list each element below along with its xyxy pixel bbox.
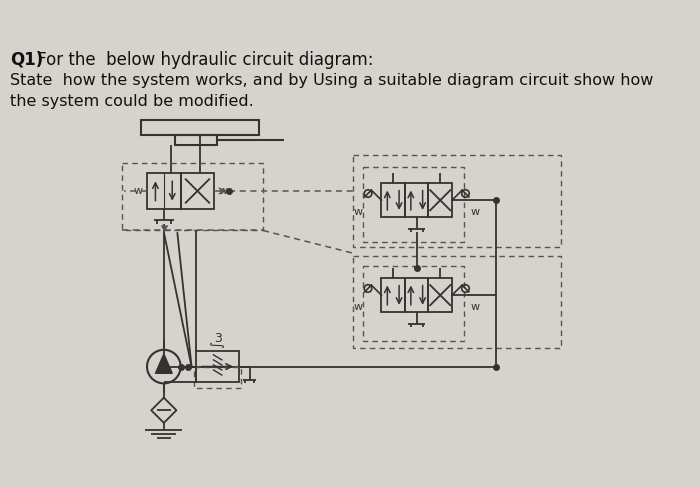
Text: w: w bbox=[354, 207, 363, 217]
Bar bbox=[196, 352, 239, 382]
Text: For the  below hydraulic circuit diagram:: For the below hydraulic circuit diagram: bbox=[32, 51, 373, 69]
Bar bbox=[141, 120, 259, 135]
Bar bbox=[147, 173, 181, 208]
Text: State  how the system works, and by Using a suitable diagram circuit show how
th: State how the system works, and by Using… bbox=[10, 73, 654, 109]
Bar bbox=[353, 155, 561, 247]
Text: w: w bbox=[471, 302, 480, 312]
Text: w: w bbox=[471, 207, 480, 217]
Bar bbox=[181, 173, 214, 208]
Bar bbox=[405, 184, 428, 217]
Text: 3: 3 bbox=[214, 332, 221, 345]
Text: w: w bbox=[354, 302, 363, 312]
Bar bbox=[363, 167, 464, 242]
Text: ∫: ∫ bbox=[211, 341, 225, 348]
Bar bbox=[405, 279, 428, 312]
Bar bbox=[428, 184, 452, 217]
Bar bbox=[175, 135, 217, 145]
Bar bbox=[194, 367, 241, 389]
Text: Q1): Q1) bbox=[10, 51, 43, 69]
Bar bbox=[382, 184, 405, 217]
Bar bbox=[353, 256, 561, 348]
Bar bbox=[122, 163, 263, 230]
Bar bbox=[428, 279, 452, 312]
Text: w: w bbox=[218, 186, 228, 196]
Bar bbox=[363, 266, 464, 341]
Polygon shape bbox=[155, 354, 172, 374]
Text: w: w bbox=[134, 186, 143, 196]
Bar bbox=[382, 279, 405, 312]
